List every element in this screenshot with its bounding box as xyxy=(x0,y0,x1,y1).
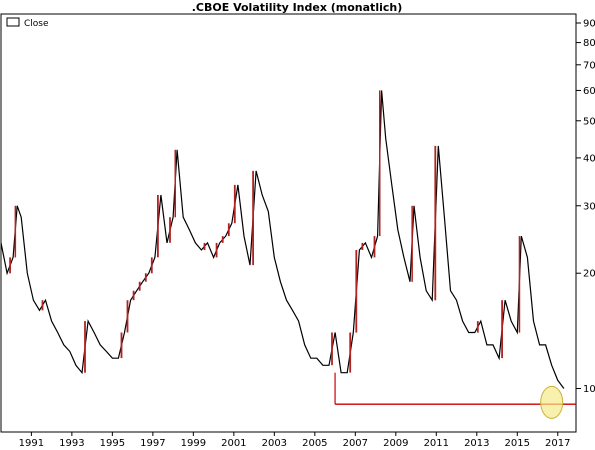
y-tick-label: 70 xyxy=(583,60,595,71)
y-tick-label: 10 xyxy=(583,384,595,395)
up-bar xyxy=(434,145,437,301)
chart-title: .CBOE Volatility Index (monatlich) xyxy=(192,1,402,14)
up-bar xyxy=(227,223,230,237)
up-bar xyxy=(144,273,147,282)
y-tick-label: 80 xyxy=(583,38,595,49)
up-bar xyxy=(84,321,86,373)
up-bar xyxy=(373,236,376,258)
y-tick-label: 20 xyxy=(583,269,595,280)
x-axis: 1991 1993 1995 1997 1999 2001 2003 2005 2007 2009… xyxy=(19,432,571,449)
x-tick-label: 2001 xyxy=(221,438,246,449)
up-bar xyxy=(150,257,153,274)
up-bar xyxy=(169,217,171,243)
up-bar xyxy=(331,332,333,366)
up-bar xyxy=(221,236,224,243)
x-tick-label: 1995 xyxy=(100,438,125,449)
x-tick-label: 1997 xyxy=(140,438,165,449)
up-bar xyxy=(157,195,159,258)
y-tick-label: 90 xyxy=(583,18,595,29)
y-tick-label: 60 xyxy=(583,86,595,97)
y-axis: 10 20 30 40 50 60 70 80 90 xyxy=(576,18,595,395)
up-bar xyxy=(9,257,11,274)
x-tick-label: 2003 xyxy=(262,438,287,449)
x-tick-label: 2017 xyxy=(545,438,570,449)
x-tick-label: 1999 xyxy=(181,438,206,449)
y-tick-label: 40 xyxy=(583,153,595,164)
up-bar xyxy=(126,300,129,333)
x-tick-label: 2011 xyxy=(424,438,449,449)
up-bar xyxy=(349,332,352,373)
x-tick-label: 2015 xyxy=(505,438,530,449)
up-bar xyxy=(132,290,135,301)
y-tick-label: 50 xyxy=(583,116,595,127)
x-tick-label: 1991 xyxy=(19,438,44,449)
annotations xyxy=(334,372,576,419)
up-bar xyxy=(41,300,44,311)
low-highlight xyxy=(540,385,564,419)
x-tick-label: 2005 xyxy=(302,438,327,449)
up-bar xyxy=(215,242,218,258)
up-bar xyxy=(379,90,381,237)
legend-swatch xyxy=(6,17,20,27)
up-bar xyxy=(203,242,206,250)
close-line xyxy=(0,90,565,389)
up-bar xyxy=(120,332,123,359)
up-bar xyxy=(361,242,364,250)
up-bar xyxy=(14,205,17,258)
legend: Close xyxy=(6,17,49,29)
up-bar xyxy=(355,250,358,333)
up-bar xyxy=(174,149,176,218)
x-tick-label: 2007 xyxy=(343,438,368,449)
up-bar xyxy=(252,170,254,266)
legend-label: Close xyxy=(24,19,49,29)
up-bar xyxy=(501,300,503,359)
up-bar xyxy=(138,281,141,291)
x-tick-label: 1993 xyxy=(59,438,84,449)
x-tick-label: 2013 xyxy=(464,438,489,449)
y-tick-label: 30 xyxy=(583,201,595,212)
up-bar xyxy=(233,184,236,224)
price-series xyxy=(0,90,565,389)
plot-area-border xyxy=(0,13,577,433)
x-tick-label: 2009 xyxy=(383,438,408,449)
up-bar xyxy=(476,321,479,333)
up-bar xyxy=(518,236,521,333)
up-bar xyxy=(411,205,413,282)
